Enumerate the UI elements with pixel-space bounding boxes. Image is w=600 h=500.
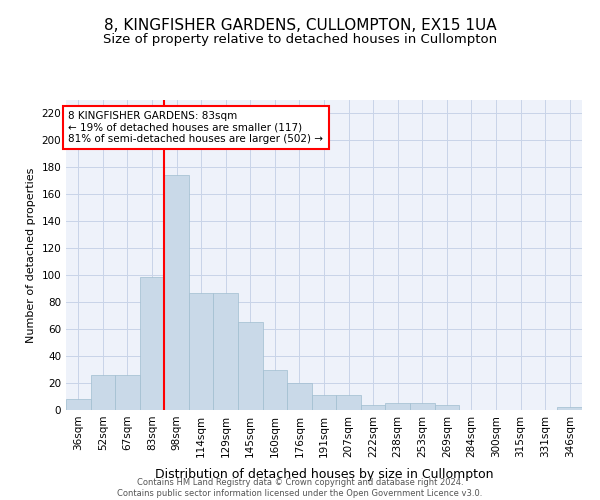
Text: Size of property relative to detached houses in Cullompton: Size of property relative to detached ho… <box>103 32 497 46</box>
Bar <box>336 395 361 410</box>
Bar <box>361 404 385 410</box>
Bar <box>238 322 263 410</box>
Y-axis label: Number of detached properties: Number of detached properties <box>26 168 36 342</box>
Bar <box>287 383 312 410</box>
Bar <box>312 395 336 410</box>
X-axis label: Distribution of detached houses by size in Cullompton: Distribution of detached houses by size … <box>155 468 493 481</box>
Text: 8 KINGFISHER GARDENS: 83sqm
← 19% of detached houses are smaller (117)
81% of se: 8 KINGFISHER GARDENS: 83sqm ← 19% of det… <box>68 111 323 144</box>
Bar <box>263 370 287 410</box>
Text: Contains HM Land Registry data © Crown copyright and database right 2024.
Contai: Contains HM Land Registry data © Crown c… <box>118 478 482 498</box>
Bar <box>434 404 459 410</box>
Bar <box>66 399 91 410</box>
Bar <box>557 408 582 410</box>
Bar <box>410 404 434 410</box>
Bar <box>385 404 410 410</box>
Bar <box>140 276 164 410</box>
Text: 8, KINGFISHER GARDENS, CULLOMPTON, EX15 1UA: 8, KINGFISHER GARDENS, CULLOMPTON, EX15 … <box>104 18 496 32</box>
Bar <box>115 375 140 410</box>
Bar <box>214 292 238 410</box>
Bar <box>91 375 115 410</box>
Bar <box>164 176 189 410</box>
Bar <box>189 292 214 410</box>
